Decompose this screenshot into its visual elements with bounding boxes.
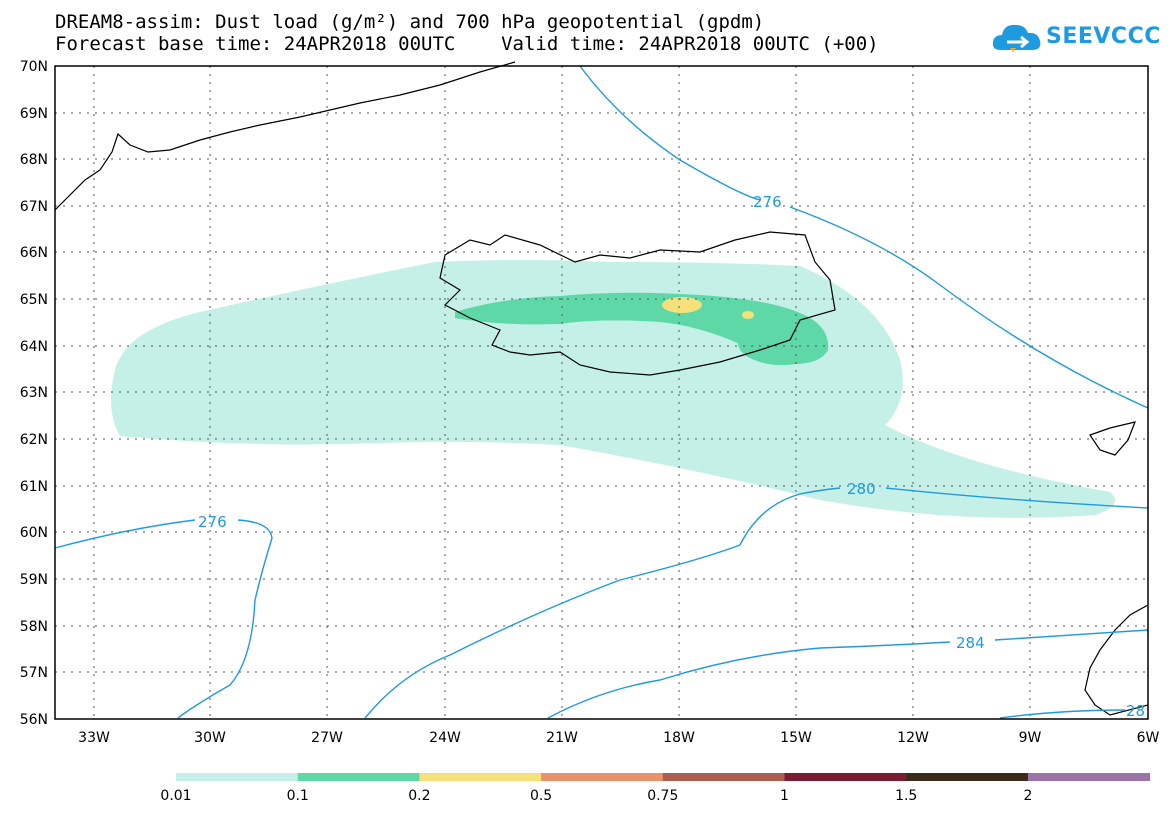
iceland-coast (439, 231, 836, 376)
contour-label: 276 (198, 513, 227, 531)
scotland-coast (1084, 604, 1149, 716)
forecast-time-subtitle: Forecast base time: 24APR2018 00UTC Vali… (55, 33, 879, 55)
legend-label: 1 (780, 788, 789, 804)
legend-label: 0.01 (160, 788, 191, 804)
legend-swatch (784, 773, 907, 781)
latitude-labels: 70N 69N 68N 67N 66N 65N 64N 63N 62N 61N 60N 59N 58N 5… (20, 59, 48, 728)
latitude-label: 63N (20, 385, 48, 401)
longitude-label: 21W (546, 730, 578, 746)
contour-label: 284 (956, 634, 985, 652)
latitude-label: 68N (20, 152, 48, 168)
latitude-label: 69N (20, 106, 48, 122)
longitude-label: 24W (429, 730, 461, 746)
latitude-label: 70N (20, 59, 48, 75)
legend-label: 0.75 (647, 788, 678, 804)
latitude-label: 67N (20, 199, 48, 215)
latitude-label: 64N (20, 339, 48, 355)
legend-swatch (297, 773, 420, 781)
contour-276-north (579, 65, 1149, 409)
latitude-label: 65N (20, 292, 48, 308)
legend-swatch (419, 773, 542, 781)
legend-swatch (662, 773, 785, 781)
graticule (55, 66, 1148, 719)
latitude-label: 66N (20, 245, 48, 261)
latitude-label: 61N (20, 479, 48, 495)
dust-legend: 0.01 0.1 0.2 0.5 0.75 1 1.5 2 (160, 773, 1151, 804)
longitude-label: 27W (311, 730, 343, 746)
contour-276-west (54, 519, 273, 719)
contour-288 (999, 709, 1126, 719)
cloud-logo-icon (992, 24, 1041, 52)
legend-swatch (176, 773, 299, 781)
longitude-label: 9W (1019, 730, 1042, 746)
legend-label: 0.5 (530, 788, 552, 804)
latitude-label: 62N (20, 432, 48, 448)
latitude-label: 59N (20, 572, 48, 588)
geopotential-contours (54, 65, 1149, 719)
greenland-coast (54, 61, 516, 211)
coastlines (54, 61, 1149, 716)
legend-label: 0.2 (408, 788, 430, 804)
legend-swatch (541, 773, 664, 781)
legend-swatch (1027, 773, 1151, 781)
map-title: DREAM8-assim: Dust load (g/m²) and 700 h… (55, 11, 765, 33)
legend-swatch (906, 773, 1029, 781)
dust-contour-0.2 (662, 297, 754, 319)
map-frame (54, 65, 1149, 720)
logo-text: SEEVCCC (1046, 24, 1161, 49)
longitude-labels: 33W 30W 27W 24W 21W 18W 15W 12W 9W 6W (78, 730, 1159, 746)
contour-284 (547, 629, 1149, 719)
latitude-label: 57N (20, 665, 48, 681)
longitude-label: 18W (663, 730, 695, 746)
longitude-label: 33W (78, 730, 110, 746)
seevccc-logo: SEEVCCC (990, 18, 1160, 58)
latitude-label: 60N (20, 525, 48, 541)
legend-label: 1.5 (895, 788, 917, 804)
contour-label: 28 (1126, 702, 1145, 720)
longitude-label: 6W (1137, 730, 1160, 746)
faroe-coast (1089, 421, 1136, 456)
contour-label: 276 (753, 193, 782, 211)
latitude-label: 58N (20, 619, 48, 635)
longitude-label: 30W (194, 730, 226, 746)
dust-contour-0.01 (111, 260, 1115, 518)
longitude-label: 15W (780, 730, 812, 746)
legend-label: 2 (1023, 788, 1032, 804)
legend-label: 0.1 (287, 788, 309, 804)
latitude-label: 56N (20, 712, 48, 728)
contour-label: 280 (847, 480, 876, 498)
contour-280 (364, 487, 1149, 719)
longitude-label: 12W (897, 730, 929, 746)
